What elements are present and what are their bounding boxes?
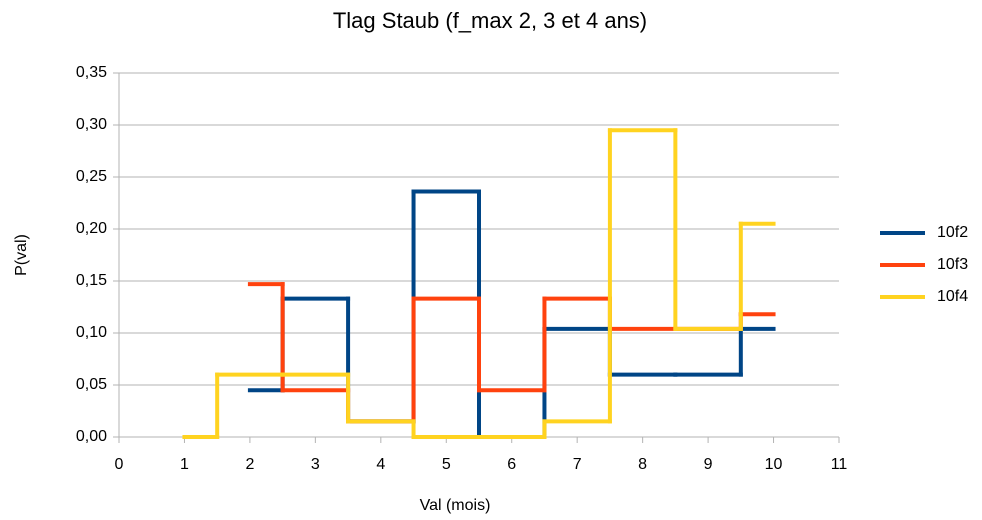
x-tick-label: 0 — [115, 456, 124, 473]
x-tick-label: 9 — [704, 456, 713, 473]
x-tick-label: 5 — [442, 456, 451, 473]
x-tick-label: 6 — [507, 456, 516, 473]
chart-title: Tlag Staub (f_max 2, 3 et 4 ans) — [333, 8, 647, 33]
x-tick-label: 3 — [311, 456, 320, 473]
x-tick-label: 11 — [831, 456, 848, 473]
legend-label: 10f3 — [937, 256, 968, 273]
y-tick-label: 0,25 — [76, 168, 107, 185]
y-tick-label: 0,20 — [76, 220, 107, 237]
x-tick-label: 4 — [376, 456, 385, 473]
y-tick-label: 0,00 — [76, 428, 107, 445]
x-axis-label: Val (mois) — [420, 497, 491, 514]
y-tick-label: 0,30 — [76, 116, 107, 133]
x-tick-label: 7 — [573, 456, 582, 473]
y-tick-label: 0,05 — [76, 376, 107, 393]
y-axis-label: P(val) — [13, 234, 30, 276]
y-tick-label: 0,35 — [76, 64, 107, 81]
x-tick-label: 1 — [180, 456, 189, 473]
x-tick-label: 2 — [245, 456, 254, 473]
x-tick-label: 8 — [638, 456, 647, 473]
y-tick-label: 0,15 — [76, 272, 107, 289]
legend-label: 10f4 — [937, 288, 968, 305]
x-tick-label: 10 — [765, 456, 783, 473]
legend-label: 10f2 — [937, 224, 968, 241]
y-tick-label: 0,10 — [76, 324, 107, 341]
